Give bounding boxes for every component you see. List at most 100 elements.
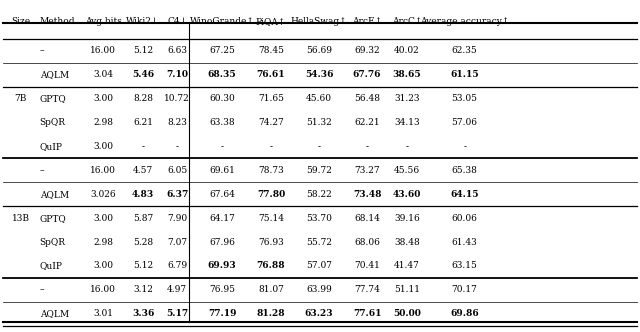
Text: 63.15: 63.15: [452, 261, 477, 271]
Text: 68.06: 68.06: [354, 237, 380, 247]
Text: Wiki2↓: Wiki2↓: [126, 17, 160, 26]
Text: 6.21: 6.21: [133, 118, 153, 127]
Text: 60.30: 60.30: [209, 94, 235, 103]
Text: 54.36: 54.36: [305, 70, 333, 79]
Text: –: –: [40, 46, 44, 55]
Text: 69.86: 69.86: [451, 309, 479, 318]
Text: 40.02: 40.02: [394, 46, 420, 55]
Text: 7.10: 7.10: [166, 70, 188, 79]
Text: 61.43: 61.43: [452, 237, 477, 247]
Text: 76.95: 76.95: [209, 285, 235, 294]
Text: 53.05: 53.05: [452, 94, 477, 103]
Text: 70.17: 70.17: [452, 285, 477, 294]
Text: Method: Method: [40, 17, 75, 26]
Text: ArcC↑: ArcC↑: [392, 17, 422, 26]
Text: 76.93: 76.93: [258, 237, 284, 247]
Text: 5.46: 5.46: [132, 70, 154, 79]
Text: 81.28: 81.28: [257, 309, 285, 318]
Text: –: –: [40, 285, 44, 294]
Text: 4.57: 4.57: [133, 166, 153, 175]
Text: 41.47: 41.47: [394, 261, 420, 271]
Text: 16.00: 16.00: [90, 46, 116, 55]
Text: 74.27: 74.27: [258, 118, 284, 127]
Text: 73.27: 73.27: [354, 166, 380, 175]
Text: 68.14: 68.14: [354, 213, 380, 223]
Text: 2.98: 2.98: [93, 237, 113, 247]
Text: 6.63: 6.63: [167, 46, 188, 55]
Text: 6.37: 6.37: [166, 190, 188, 199]
Text: 7.07: 7.07: [167, 237, 188, 247]
Text: 4.97: 4.97: [167, 285, 188, 294]
Text: WinoGrande↑: WinoGrande↑: [189, 17, 255, 26]
Text: 63.23: 63.23: [305, 309, 333, 318]
Text: 67.25: 67.25: [209, 46, 235, 55]
Text: 78.45: 78.45: [258, 46, 284, 55]
Text: 5.28: 5.28: [133, 237, 153, 247]
Text: 6.79: 6.79: [167, 261, 188, 271]
Text: 31.23: 31.23: [394, 94, 420, 103]
Text: AQLM: AQLM: [40, 190, 69, 199]
Text: 58.22: 58.22: [306, 190, 332, 199]
Text: 3.026: 3.026: [90, 190, 116, 199]
Text: 4.83: 4.83: [132, 190, 154, 199]
Text: 7B: 7B: [14, 94, 27, 103]
Text: 56.69: 56.69: [306, 46, 332, 55]
Text: 39.16: 39.16: [394, 213, 420, 223]
Text: 61.15: 61.15: [451, 70, 479, 79]
Text: QuIP: QuIP: [40, 261, 63, 271]
Text: 62.21: 62.21: [354, 118, 380, 127]
Text: Average accuracy↑: Average accuracy↑: [420, 17, 509, 26]
Text: 5.87: 5.87: [133, 213, 153, 223]
Text: 2.98: 2.98: [93, 118, 113, 127]
Text: -: -: [221, 142, 223, 151]
Text: 13B: 13B: [12, 213, 29, 223]
Text: -: -: [365, 142, 369, 151]
Text: 69.61: 69.61: [209, 166, 235, 175]
Text: 68.35: 68.35: [208, 70, 236, 79]
Text: -: -: [176, 142, 179, 151]
Text: QuIP: QuIP: [40, 142, 63, 151]
Text: 64.15: 64.15: [451, 190, 479, 199]
Text: 81.07: 81.07: [258, 285, 284, 294]
Text: –: –: [40, 166, 44, 175]
Text: 7.90: 7.90: [167, 213, 188, 223]
Text: 51.11: 51.11: [394, 285, 420, 294]
Text: 3.12: 3.12: [133, 285, 153, 294]
Text: 16.00: 16.00: [90, 166, 116, 175]
Text: 77.80: 77.80: [257, 190, 285, 199]
Text: 56.48: 56.48: [354, 94, 380, 103]
Text: 63.38: 63.38: [209, 118, 235, 127]
Text: 3.01: 3.01: [93, 309, 113, 318]
Text: 76.61: 76.61: [257, 70, 285, 79]
Text: 38.65: 38.65: [393, 70, 421, 79]
Text: 69.93: 69.93: [208, 261, 236, 271]
Text: 3.00: 3.00: [93, 94, 113, 103]
Text: 57.06: 57.06: [452, 118, 477, 127]
Text: Avg bits: Avg bits: [85, 17, 122, 26]
Text: 53.70: 53.70: [306, 213, 332, 223]
Text: 38.48: 38.48: [394, 237, 420, 247]
Text: -: -: [269, 142, 273, 151]
Text: SpQR: SpQR: [40, 237, 66, 247]
Text: 50.00: 50.00: [393, 309, 421, 318]
Text: 3.00: 3.00: [93, 213, 113, 223]
Text: 16.00: 16.00: [90, 285, 116, 294]
Text: 65.38: 65.38: [452, 166, 477, 175]
Text: 78.73: 78.73: [258, 166, 284, 175]
Text: 67.76: 67.76: [353, 70, 381, 79]
Text: 55.72: 55.72: [306, 237, 332, 247]
Text: 60.06: 60.06: [452, 213, 477, 223]
Text: 3.04: 3.04: [93, 70, 113, 79]
Text: GPTQ: GPTQ: [40, 94, 67, 103]
Text: 69.32: 69.32: [354, 46, 380, 55]
Text: 3.00: 3.00: [93, 261, 113, 271]
Text: AQLM: AQLM: [40, 70, 69, 79]
Text: AQLM: AQLM: [40, 309, 69, 318]
Text: PiQA↑: PiQA↑: [256, 17, 286, 26]
Text: -: -: [406, 142, 408, 151]
Text: 10.72: 10.72: [164, 94, 190, 103]
Text: 63.99: 63.99: [306, 285, 332, 294]
Text: 51.32: 51.32: [306, 118, 332, 127]
Text: 73.48: 73.48: [353, 190, 381, 199]
Text: 71.65: 71.65: [258, 94, 284, 103]
